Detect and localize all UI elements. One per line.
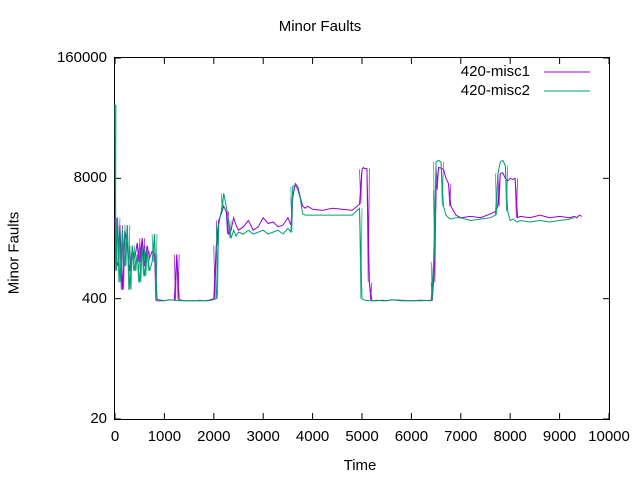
series-noise-420-misc2 [115,217,118,271]
series-noise-420-misc1 [366,168,370,283]
series-noise-420-misc2 [220,193,225,212]
x-tick-label: 7000 [444,428,478,445]
series-noise-420-misc2 [141,248,145,277]
series-noise-420-misc2 [495,173,499,216]
series-noise-420-misc2 [430,261,434,301]
series-noise-420-misc2 [154,233,158,299]
y-tick-label: 8000 [73,169,107,187]
series-noise-420-misc2 [151,233,155,262]
series-noise-420-misc2 [290,186,294,233]
series-noise-420-misc2 [215,225,220,299]
series-group [114,104,583,302]
x-tick-label: 1000 [147,428,182,445]
legend [544,71,590,92]
series-noise-420-misc2 [144,251,148,277]
series-noise-420-misc2 [359,208,363,299]
series-noise-420-misc2 [146,251,150,271]
series-noise-420-misc2 [440,161,444,207]
series-noise-420-misc1 [435,167,439,190]
series-noise-420-misc1 [514,178,518,218]
x-tick-label: 5000 [345,428,379,445]
series-noise-420-misc2 [136,254,141,283]
series-noise-420-misc2 [122,230,126,267]
series-line-420-misc1 [114,166,583,302]
y-tick-label: 400 [81,289,107,307]
series-noise-420-misc2 [129,245,133,290]
series-noise-420-misc2 [117,217,121,283]
series-noise-420-misc2 [139,248,143,283]
x-tick-label: 8000 [493,428,527,445]
x-tick-label: 4000 [295,428,330,445]
series-noise-420-misc2 [433,161,437,262]
series-noise-420-misc1 [497,173,501,207]
series-line-420-misc2 [114,104,575,302]
legend-label: 420-misc2 [460,82,530,99]
chart-title: Minor Faults [278,18,362,35]
y-axis-label: Minor Faults [5,211,23,295]
plot-frame [114,57,610,420]
series-noise-420-misc2 [119,230,123,283]
y-tick-label: 20 [90,410,107,427]
series-noise-420-misc2 [131,245,136,271]
series-noise-420-misc2 [228,220,232,239]
legend-label: 420-misc1 [460,63,530,80]
x-tick-label: 3000 [246,428,280,445]
x-tick-label: 2000 [197,428,231,445]
axis-ticks [114,57,610,420]
series-noise-420-misc2 [114,104,117,271]
series-noise-420-misc1 [176,254,180,300]
series-noise-420-misc2 [126,225,131,290]
x-tick-label: 9000 [542,428,577,445]
x-axis-label: Time [343,457,377,474]
series-noise-420-misc1 [448,183,452,207]
x-tick-label: 0 [110,428,120,445]
series-noise-420-misc2 [504,165,509,212]
x-tick-label: 10000 [588,428,630,445]
series-noise-420-misc2 [124,225,128,267]
y-tick-label: 160000 [56,49,107,66]
series-noise-420-misc2 [134,254,138,271]
x-tick-label: 6000 [394,428,429,445]
series-noise-420-misc1 [359,169,363,205]
series-noise-420-misc1 [136,242,141,262]
